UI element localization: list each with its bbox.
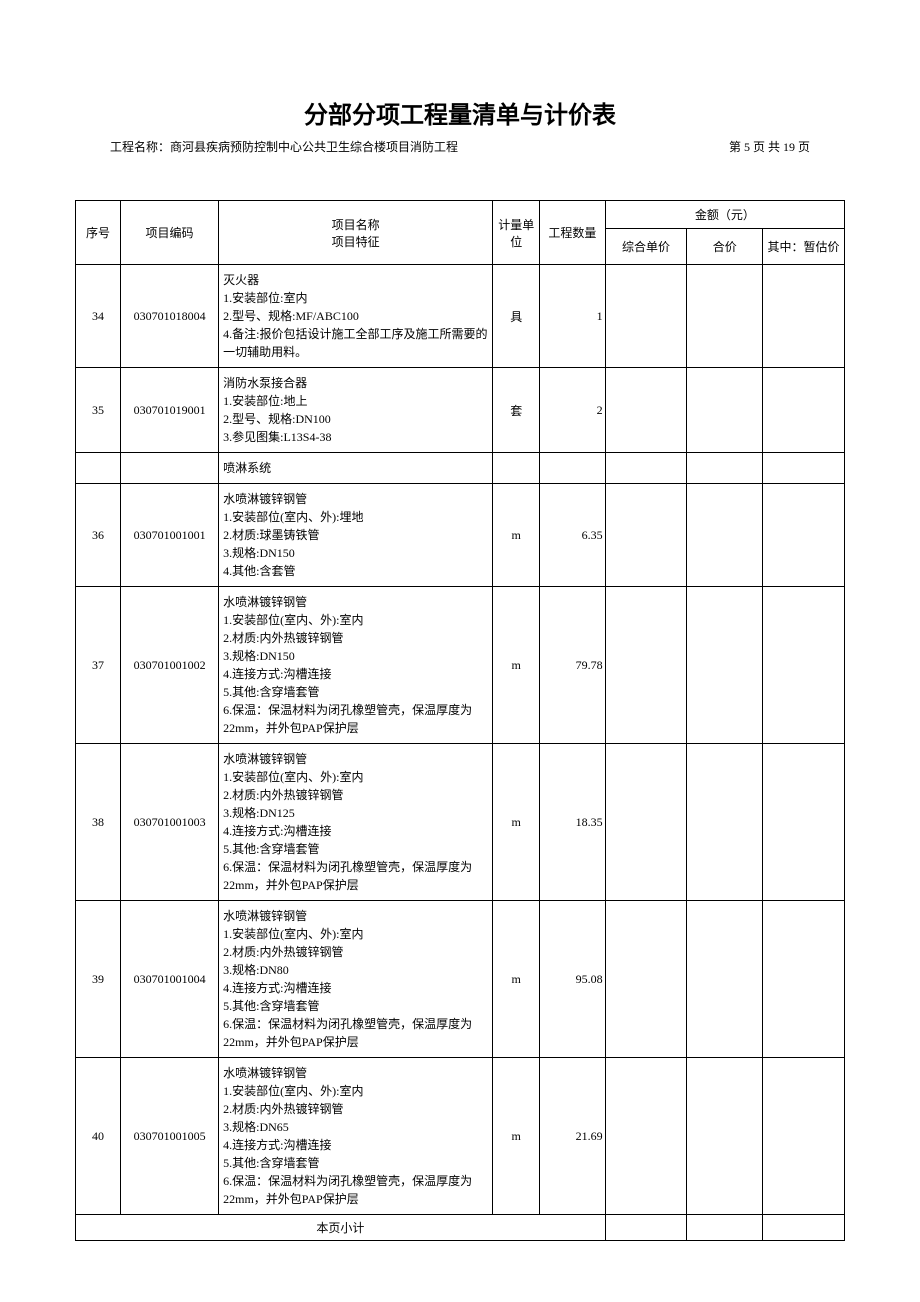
cell-item: 水喷淋镀锌钢管 1.安装部位(室内、外):室内 2.材质:内外热镀锌钢管 3.规… [219, 1058, 493, 1215]
cell-item: 灭火器 1.安装部位:室内 2.型号、规格:MF/ABC100 4.备注:报价包… [219, 265, 493, 368]
cell-qty: 79.78 [540, 587, 605, 744]
cell-unit-price [605, 453, 687, 484]
table-row: 34030701018004灭火器 1.安装部位:室内 2.型号、规格:MF/A… [76, 265, 845, 368]
cell-total [687, 368, 763, 453]
header-info: 工程名称：商河县疾病预防控制中心公共卫生综合楼项目消防工程 第 5 页 共 19… [75, 138, 845, 155]
cell-qty: 21.69 [540, 1058, 605, 1215]
cell-total [687, 901, 763, 1058]
cell-unit: m [493, 744, 540, 901]
subtotal-unit-price [605, 1215, 687, 1241]
cell-item: 水喷淋镀锌钢管 1.安装部位(室内、外):室内 2.材质:内外热镀锌钢管 3.规… [219, 744, 493, 901]
subtotal-provisional [763, 1215, 845, 1241]
table-row: 37030701001002水喷淋镀锌钢管 1.安装部位(室内、外):室内 2.… [76, 587, 845, 744]
cell-qty [540, 453, 605, 484]
header-seq: 序号 [76, 201, 121, 265]
cell-qty: 18.35 [540, 744, 605, 901]
cell-item: 消防水泵接合器 1.安装部位:地上 2.型号、规格:DN100 3.参见图集:L… [219, 368, 493, 453]
subtotal-row: 本页小计 [76, 1215, 845, 1241]
project-name-value: 商河县疾病预防控制中心公共卫生综合楼项目消防工程 [170, 140, 458, 154]
header-item: 项目名称 项目特征 [219, 201, 493, 265]
cell-code: 030701019001 [120, 368, 218, 453]
project-name: 工程名称：商河县疾病预防控制中心公共卫生综合楼项目消防工程 [110, 138, 729, 155]
cell-provisional [763, 265, 845, 368]
cell-item: 水喷淋镀锌钢管 1.安装部位(室内、外):室内 2.材质:内外热镀锌钢管 3.规… [219, 587, 493, 744]
table-row: 喷淋系统 [76, 453, 845, 484]
header-total: 合价 [687, 229, 763, 265]
cell-total [687, 744, 763, 901]
cell-seq: 35 [76, 368, 121, 453]
cell-code [120, 453, 218, 484]
header-provisional: 其中：暂估价 [763, 229, 845, 265]
cell-unit: 具 [493, 265, 540, 368]
cell-unit-price [605, 265, 687, 368]
project-label: 工程名称： [110, 140, 170, 154]
cell-seq: 38 [76, 744, 121, 901]
cell-unit [493, 453, 540, 484]
table-row: 39030701001004水喷淋镀锌钢管 1.安装部位(室内、外):室内 2.… [76, 901, 845, 1058]
cell-item: 喷淋系统 [219, 453, 493, 484]
cell-total [687, 453, 763, 484]
cell-unit: 套 [493, 368, 540, 453]
cell-code: 030701018004 [120, 265, 218, 368]
cell-total [687, 1058, 763, 1215]
cell-provisional [763, 453, 845, 484]
page-number: 第 5 页 共 19 页 [729, 138, 810, 155]
cell-provisional [763, 587, 845, 744]
header-code: 项目编码 [120, 201, 218, 265]
cell-seq: 34 [76, 265, 121, 368]
cell-qty: 6.35 [540, 484, 605, 587]
subtotal-label: 本页小计 [76, 1215, 606, 1241]
cell-unit: m [493, 1058, 540, 1215]
page-title: 分部分项工程量清单与计价表 [75, 95, 845, 130]
cell-seq: 37 [76, 587, 121, 744]
bill-table: 序号 项目编码 项目名称 项目特征 计量单位 工程数量 金额（元） 综合单价 合… [75, 200, 845, 1241]
cell-provisional [763, 1058, 845, 1215]
table-header-row: 序号 项目编码 项目名称 项目特征 计量单位 工程数量 金额（元） [76, 201, 845, 229]
cell-item: 水喷淋镀锌钢管 1.安装部位(室内、外):埋地 2.材质:球墨铸铁管 3.规格:… [219, 484, 493, 587]
header-unit: 计量单位 [493, 201, 540, 265]
cell-seq: 36 [76, 484, 121, 587]
cell-qty: 95.08 [540, 901, 605, 1058]
cell-unit-price [605, 587, 687, 744]
cell-unit: m [493, 901, 540, 1058]
cell-item: 水喷淋镀锌钢管 1.安装部位(室内、外):室内 2.材质:内外热镀锌钢管 3.规… [219, 901, 493, 1058]
cell-unit-price [605, 1058, 687, 1215]
header-qty: 工程数量 [540, 201, 605, 265]
cell-unit-price [605, 901, 687, 1058]
cell-code: 030701001004 [120, 901, 218, 1058]
cell-unit: m [493, 484, 540, 587]
cell-seq [76, 453, 121, 484]
cell-unit-price [605, 744, 687, 901]
cell-total [687, 587, 763, 744]
cell-provisional [763, 901, 845, 1058]
cell-provisional [763, 744, 845, 901]
cell-qty: 2 [540, 368, 605, 453]
cell-total [687, 265, 763, 368]
header-amount: 金额（元） [605, 201, 844, 229]
table-row: 38030701001003水喷淋镀锌钢管 1.安装部位(室内、外):室内 2.… [76, 744, 845, 901]
cell-unit: m [493, 587, 540, 744]
header-unit-price: 综合单价 [605, 229, 687, 265]
cell-provisional [763, 484, 845, 587]
table-row: 35030701019001消防水泵接合器 1.安装部位:地上 2.型号、规格:… [76, 368, 845, 453]
cell-total [687, 484, 763, 587]
cell-code: 030701001003 [120, 744, 218, 901]
cell-unit-price [605, 484, 687, 587]
cell-code: 030701001001 [120, 484, 218, 587]
cell-qty: 1 [540, 265, 605, 368]
cell-seq: 39 [76, 901, 121, 1058]
subtotal-total [687, 1215, 763, 1241]
cell-unit-price [605, 368, 687, 453]
cell-code: 030701001002 [120, 587, 218, 744]
table-row: 40030701001005水喷淋镀锌钢管 1.安装部位(室内、外):室内 2.… [76, 1058, 845, 1215]
cell-code: 030701001005 [120, 1058, 218, 1215]
cell-seq: 40 [76, 1058, 121, 1215]
cell-provisional [763, 368, 845, 453]
table-row: 36030701001001水喷淋镀锌钢管 1.安装部位(室内、外):埋地 2.… [76, 484, 845, 587]
